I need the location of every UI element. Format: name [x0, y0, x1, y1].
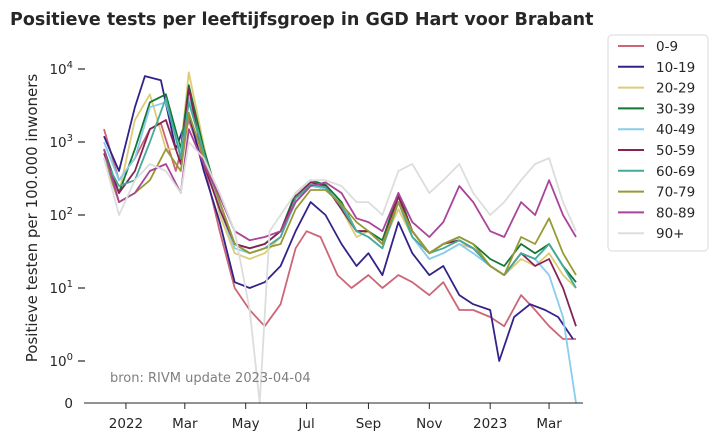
legend-label-40-49: 40-49	[656, 122, 695, 138]
legend-label-60-69: 60-69	[656, 164, 695, 180]
x-tick-label: Nov	[416, 416, 442, 432]
legend-label-10-19: 10-19	[656, 60, 695, 76]
x-tick-label: Jul	[297, 416, 314, 432]
x-tick-label: 2023	[473, 416, 507, 432]
chart-title: Positieve tests per leeftijfsgroep in GG…	[10, 10, 593, 30]
legend-label-30-39: 30-39	[656, 101, 695, 117]
series-line-0-9	[103, 119, 576, 340]
series-line-70-79	[103, 112, 577, 276]
legend: 0-9 10-19 20-29 30-39 40-49 50-59 60-69 70-79 80…	[607, 34, 709, 252]
legend-frame	[607, 34, 709, 252]
y-tick-label: 103	[49, 133, 73, 151]
legend-label-70-79: 70-79	[656, 185, 695, 201]
x-tick-label: Sep	[356, 416, 381, 432]
legend-label-20-29: 20-29	[656, 81, 695, 97]
source-annotation: bron: RIVM update 2023-04-04	[110, 371, 311, 386]
y-axis-label: Positieve testen per 100.000 inwoners	[23, 74, 41, 363]
series-line-10-19	[103, 75, 574, 362]
y-tick-label: 0	[64, 396, 73, 412]
y-tick-label: 104	[49, 60, 73, 78]
y-tick-label: 100	[49, 352, 73, 370]
legend-label-90+: 90+	[656, 226, 685, 242]
series-layer	[103, 71, 577, 404]
x-tick-label: Mar	[172, 416, 198, 432]
series-line-30-39	[103, 84, 577, 283]
x-tick-label: May	[232, 416, 260, 432]
y-tick-label: 101	[49, 279, 73, 297]
series-line-90+	[103, 141, 577, 404]
legend-label-50-59: 50-59	[656, 143, 695, 159]
x-tick-label: Mar	[536, 416, 562, 432]
legend-label-80-89: 80-89	[656, 205, 695, 221]
legend-label-0-9: 0-9	[656, 39, 678, 55]
y-tick-label: 102	[49, 206, 73, 224]
axes-layer: 2022 Mar May Jul Sep Nov 2023 Mar 0 100 101 102 103 1…	[49, 60, 583, 432]
x-tick-label: 2022	[109, 416, 143, 432]
